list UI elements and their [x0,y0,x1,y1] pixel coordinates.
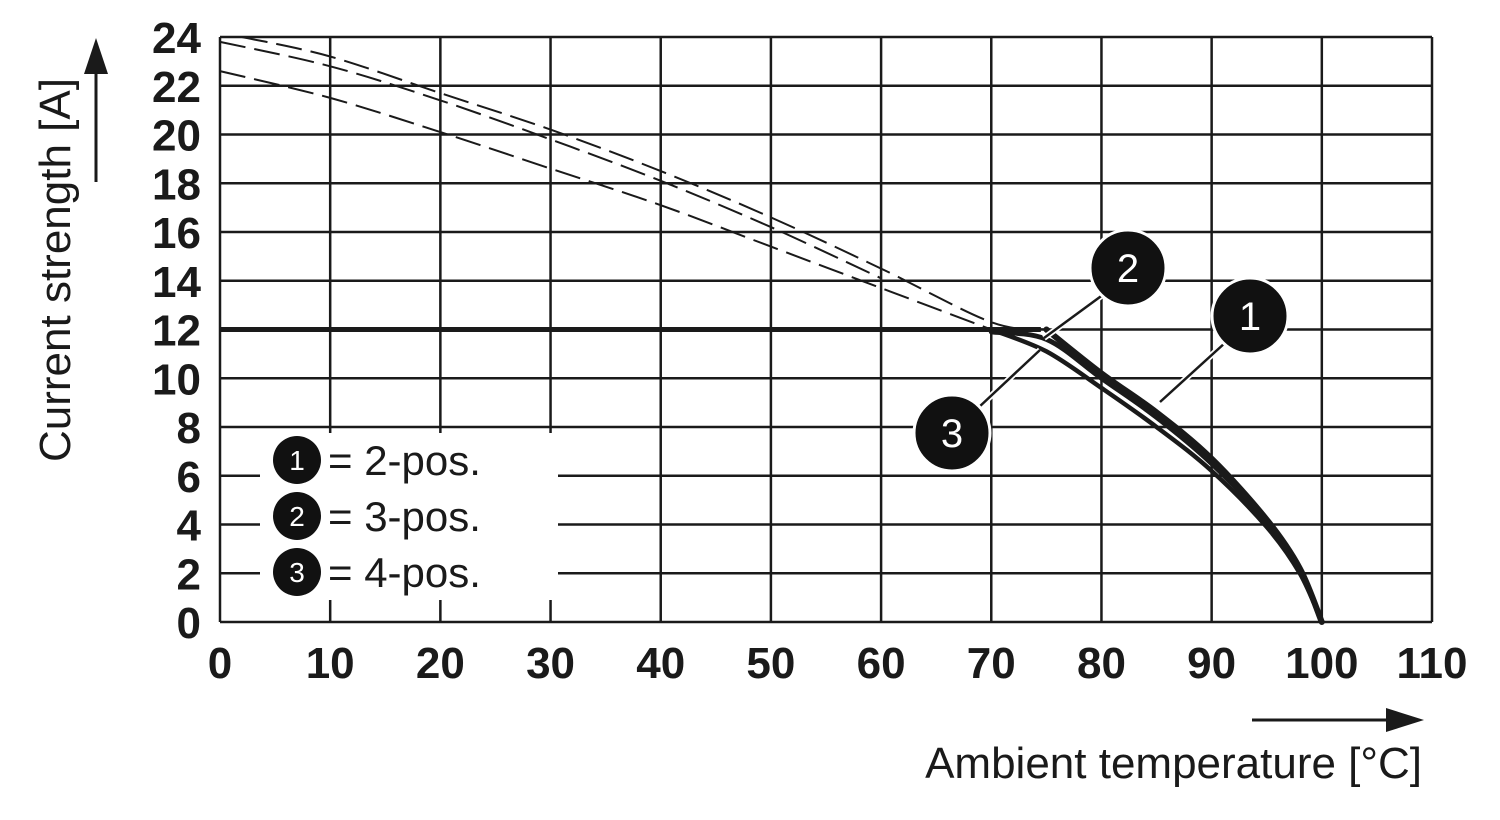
legend-item-text: = 2-pos. [328,437,481,484]
y-axis-arrow [84,38,108,182]
callout-badge-1 [1210,276,1290,356]
y-tick-label: 24 [152,14,201,63]
y-tick-label: 2 [177,550,201,599]
x-tick-label: 90 [1187,639,1236,688]
y-tick-label: 18 [152,160,201,209]
y-tick-label: 22 [152,63,201,112]
legend-item-text: = 3-pos. [328,493,481,540]
x-tick-label: 60 [857,639,906,688]
x-tick-label: 110 [1397,639,1468,688]
y-tick-label: 16 [152,209,201,258]
callout-badge-label: 2 [1117,247,1139,291]
callout-badge-3 [912,393,992,473]
legend-badge-label: 2 [289,501,305,532]
series-1-dashed-curve [241,36,1047,331]
solid-curves [220,326,1325,625]
x-tick-label: 20 [416,639,465,688]
y-tick-label: 4 [177,502,202,551]
dashed-curves [219,36,1047,331]
y-tick-label: 6 [177,453,201,502]
y-tick-label: 0 [177,599,201,648]
y-tick-label: 8 [177,404,201,453]
x-tick-label: 10 [306,639,355,688]
callout-badge-2 [1088,228,1168,308]
legend-badge-3 [273,548,321,596]
series-3-solid-curve [989,327,1325,625]
y-tick-label: 20 [152,112,201,161]
grid [218,35,1434,624]
tick-labels: 0 10 20 30 40 50 60 70 80 90 100 110024681012141618… [152,14,1467,688]
y-tick-label: 12 [152,307,201,356]
callout-leader-line [1159,341,1227,403]
x-tick-label: 30 [526,639,575,688]
legend-badge-label: 3 [289,557,305,588]
y-tick-label: 10 [152,355,201,404]
callout-badge-label: 1 [1239,295,1261,339]
y-tick-label: 14 [152,258,201,307]
x-tick-label: 50 [746,639,795,688]
y-axis-label: Current strength [A] [31,78,80,462]
x-tick-label: 70 [967,639,1016,688]
series-3-dashed-curve [219,70,992,331]
x-axis-label: Ambient temperature [°C] [925,739,1422,788]
legend-badge-2 [273,492,321,540]
x-tick-label: 80 [1077,639,1126,688]
x-tick-label: 100 [1285,639,1358,688]
x-axis-arrow [1252,708,1424,732]
legend-badge-label: 1 [289,445,305,476]
callout-leader-line [1043,292,1105,340]
callouts: 1 2 3 [912,228,1290,473]
callout-leader-line [977,349,1041,409]
legend: 1 = 2-pos. 2 = 3-pos. 3 = 4-pos. [260,433,558,600]
x-tick-label: 40 [636,639,685,688]
callout-badge-label: 3 [941,412,963,456]
legend-badge-1 [273,436,321,484]
series-2-dashed-curve [219,40,882,280]
legend-item-text: = 4-pos. [328,549,481,596]
x-tick-label: 0 [208,639,232,688]
